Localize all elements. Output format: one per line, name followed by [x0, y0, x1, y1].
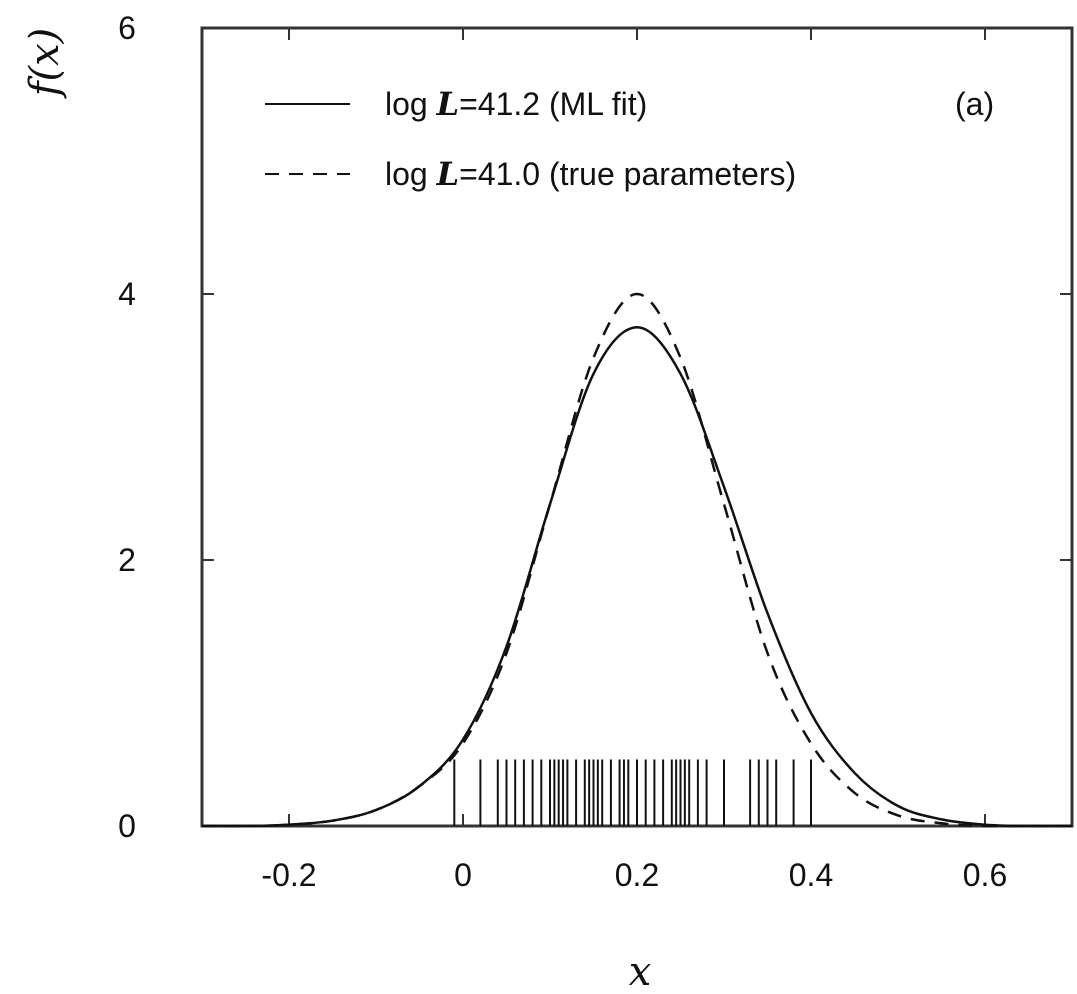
- legend: log L=41.2 (ML fit) log L=41.0 (true par…: [265, 85, 796, 193]
- legend-text-true-params: log L=41.0 (true parameters): [385, 155, 796, 193]
- rug-marks: [453, 759, 812, 826]
- curve-true-parameters: [201, 292, 1072, 828]
- y-tick-label: 2: [118, 542, 136, 578]
- y-tick-label: 4: [118, 276, 136, 312]
- x-tick-label: -0.2: [261, 857, 316, 893]
- panel-label: (a): [955, 86, 994, 122]
- tick-labels: -0.2 0 0.2 0.4 0.6 0 2 4 6: [118, 10, 1007, 893]
- y-tick-label: 0: [118, 808, 136, 844]
- ticks: [202, 27, 1072, 827]
- curves: [201, 292, 1073, 828]
- y-axis-label: f(x): [22, 28, 68, 100]
- y-tick-label: 6: [118, 10, 136, 46]
- curve-ml-fit: [201, 326, 1073, 828]
- x-axis-label: x: [629, 949, 652, 994]
- x-tick-label: 0: [454, 857, 472, 893]
- plot-frame: [200, 26, 1074, 828]
- x-tick-label: 0.2: [615, 857, 659, 893]
- legend-text-ml-fit: log L=41.2 (ML fit): [385, 85, 647, 123]
- x-tick-label: 0.6: [963, 857, 1007, 893]
- x-tick-label: 0.4: [789, 857, 833, 893]
